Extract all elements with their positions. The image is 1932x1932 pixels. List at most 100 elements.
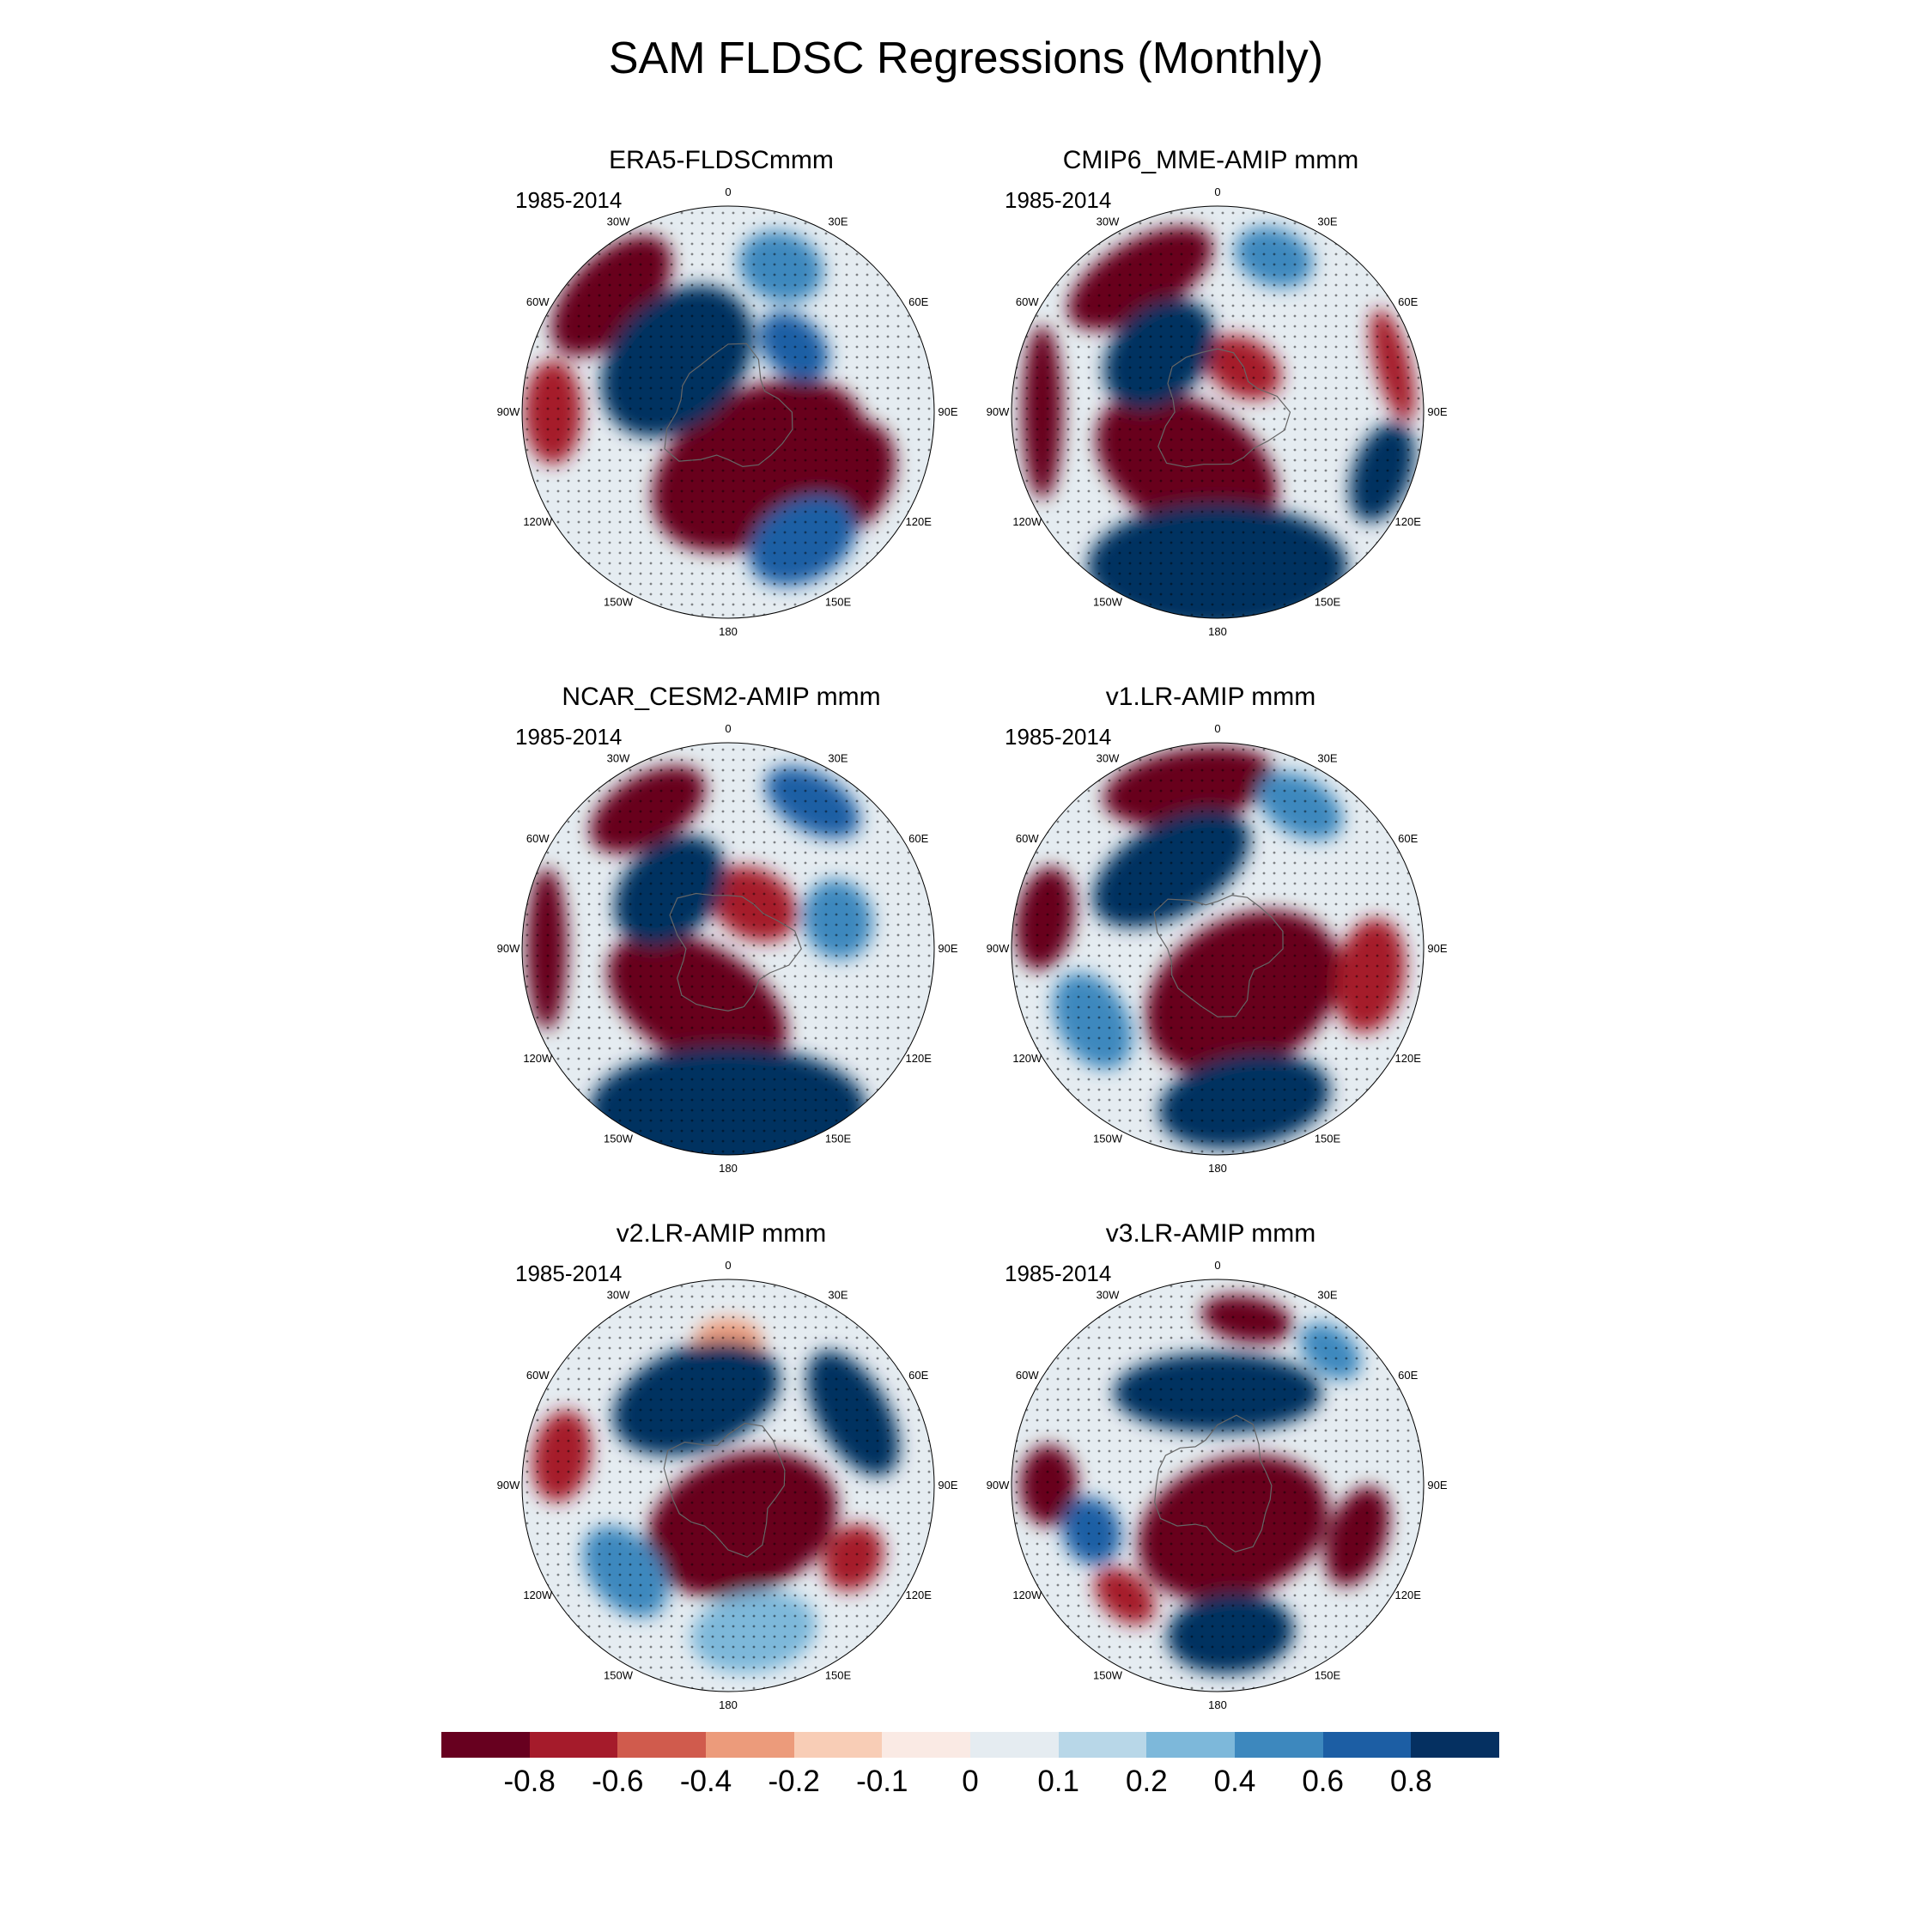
colorbar-tick-label: -0.1 xyxy=(856,1765,908,1798)
colorbar-tick-label: -0.6 xyxy=(592,1765,644,1798)
longitude-label: 150W xyxy=(604,596,634,609)
map-panel-6: v3.LR-AMIP mmm 1985-2014 0 30E 60E 90E 120E 150… xyxy=(970,1219,1451,1717)
longitude-label: 180 xyxy=(1208,1698,1227,1711)
longitude-label: 150E xyxy=(1315,1669,1341,1682)
longitude-label: 120W xyxy=(523,1589,553,1601)
map-boundary xyxy=(1011,742,1425,1156)
colorbar-swatch xyxy=(970,1732,1060,1758)
map-panel-4: v1.LR-AMIP mmm 1985-2014 0 30E 60E 90E 120E 150… xyxy=(970,683,1451,1181)
longitude-label: 90E xyxy=(1427,942,1447,955)
longitude-label: 30W xyxy=(607,751,630,764)
antarctica-coastline xyxy=(663,1422,786,1558)
longitude-label: 90E xyxy=(1427,1479,1447,1492)
longitude-label: 90W xyxy=(987,405,1010,418)
polar-map: 0 30E 60E 90E 120E 150E 180 150W 120W 90W 60W 30W xyxy=(987,1259,1448,1711)
longitude-label: 120W xyxy=(1012,1052,1042,1065)
colorbar-tick-label: -0.4 xyxy=(679,1765,732,1798)
polar-map: 0 30E 60E 90E 120E 150E 180 150W 120W 90W 60W 30W xyxy=(497,722,958,1175)
panel-title: NCAR_CESM2-AMIP mmm xyxy=(562,683,881,711)
longitude-label: 30E xyxy=(828,215,848,228)
longitude-label: 90E xyxy=(938,942,957,955)
polar-map: 0 30E 60E 90E 120E 150E 180 150W 120W 90W 60W 30W xyxy=(987,185,1448,638)
longitude-label: 150W xyxy=(1093,596,1123,609)
colorbar-swatch xyxy=(1146,1732,1236,1758)
longitude-label: 30E xyxy=(828,751,848,764)
longitude-label: 30E xyxy=(1317,215,1337,228)
panel-title: v1.LR-AMIP mmm xyxy=(1105,683,1316,711)
longitude-label: 120E xyxy=(1395,1052,1422,1065)
longitude-label: 60E xyxy=(908,1369,928,1382)
colorbar-tick-label: 0.2 xyxy=(1126,1765,1168,1798)
period-label: 1985-2014 xyxy=(1005,187,1112,213)
map-panel-2: CMIP6_MME-AMIP mmm 1985-2014 0 30E 60E 90E 120… xyxy=(970,146,1451,644)
colorbar-tick-label: 0.8 xyxy=(1390,1765,1432,1798)
longitude-label: 180 xyxy=(1208,625,1227,638)
longitude-label: 60W xyxy=(526,295,550,308)
panel-title: v3.LR-AMIP mmm xyxy=(1105,1219,1316,1248)
longitude-label: 60W xyxy=(1016,1369,1039,1382)
colorbar-tick-label: 0.6 xyxy=(1302,1765,1344,1798)
longitude-label: 0 xyxy=(725,722,731,735)
colorbar-tick-label: 0.4 xyxy=(1213,1765,1256,1798)
period-label: 1985-2014 xyxy=(1005,724,1112,750)
polar-map: 0 30E 60E 90E 120E 150E 180 150W 120W 90W 60W 30W xyxy=(987,722,1448,1175)
map-panel-5: v2.LR-AMIP mmm 1985-2014 0 30E 60E 90E 120E 150… xyxy=(481,1219,962,1717)
longitude-label: 90W xyxy=(497,405,520,418)
colorbar-tick-label: -0.8 xyxy=(503,1765,556,1798)
figure-title: SAM FLDSC Regressions (Monthly) xyxy=(608,33,1324,83)
map-boundary xyxy=(1011,1279,1425,1692)
map-panel-1: ERA5-FLDSCmmm 1985-2014 0 30E 60E 90E 120E 150E… xyxy=(481,146,962,644)
map-boundary xyxy=(521,205,935,619)
longitude-label: 90W xyxy=(987,942,1010,955)
longitude-label: 120W xyxy=(523,515,553,528)
map-boundary xyxy=(521,1279,935,1692)
longitude-label: 60W xyxy=(526,832,550,845)
longitude-label: 0 xyxy=(1214,185,1220,198)
longitude-label: 90W xyxy=(497,942,520,955)
longitude-label: 150W xyxy=(1093,1669,1123,1682)
significance-stippling xyxy=(1012,743,1424,1155)
longitude-label: 150E xyxy=(825,596,852,609)
longitude-label: 120W xyxy=(1012,515,1042,528)
longitude-label: 150W xyxy=(604,1133,634,1145)
longitude-label: 30E xyxy=(1317,1288,1337,1301)
antarctica-coastline xyxy=(669,892,802,1012)
longitude-label: 150W xyxy=(604,1669,634,1682)
colorbar-swatch xyxy=(617,1732,707,1758)
panel-title: CMIP6_MME-AMIP mmm xyxy=(1062,146,1359,174)
colorbar-swatch xyxy=(706,1732,795,1758)
colorbar-swatch xyxy=(1235,1732,1324,1758)
map-boundary xyxy=(1011,205,1425,619)
antarctica-coastline xyxy=(1157,348,1291,468)
colorbar-swatch xyxy=(1058,1732,1147,1758)
longitude-label: 30W xyxy=(607,215,630,228)
longitude-label: 120W xyxy=(523,1052,553,1065)
colorbar-swatch xyxy=(882,1732,971,1758)
longitude-label: 60E xyxy=(908,832,928,845)
significance-stippling xyxy=(522,206,934,618)
longitude-label: 180 xyxy=(719,1162,738,1175)
longitude-label: 90E xyxy=(938,1479,957,1492)
longitude-label: 180 xyxy=(719,625,738,638)
longitude-label: 0 xyxy=(1214,1259,1220,1272)
colorbar-swatch xyxy=(793,1732,883,1758)
longitude-label: 120E xyxy=(1395,515,1422,528)
longitude-label: 60W xyxy=(1016,832,1039,845)
significance-stippling xyxy=(522,743,934,1155)
period-label: 1985-2014 xyxy=(1005,1261,1112,1286)
map-panel-3: NCAR_CESM2-AMIP mmm 1985-2014 0 30E 60E 90E 12… xyxy=(481,683,962,1181)
antarctica-coastline xyxy=(1154,1414,1273,1552)
colorbar-swatch xyxy=(529,1732,618,1758)
longitude-label: 180 xyxy=(719,1698,738,1711)
longitude-label: 180 xyxy=(1208,1162,1227,1175)
significance-stippling xyxy=(522,1279,934,1692)
longitude-label: 90E xyxy=(1427,405,1447,418)
antarctica-coastline xyxy=(1153,894,1284,1018)
colorbar xyxy=(441,1732,1500,1758)
colorbar-swatch xyxy=(441,1732,531,1758)
longitude-label: 150W xyxy=(1093,1133,1123,1145)
colorbar-tick-label: -0.2 xyxy=(768,1765,820,1798)
longitude-label: 90W xyxy=(497,1479,520,1492)
longitude-label: 120E xyxy=(906,515,933,528)
longitude-label: 0 xyxy=(725,1259,731,1272)
